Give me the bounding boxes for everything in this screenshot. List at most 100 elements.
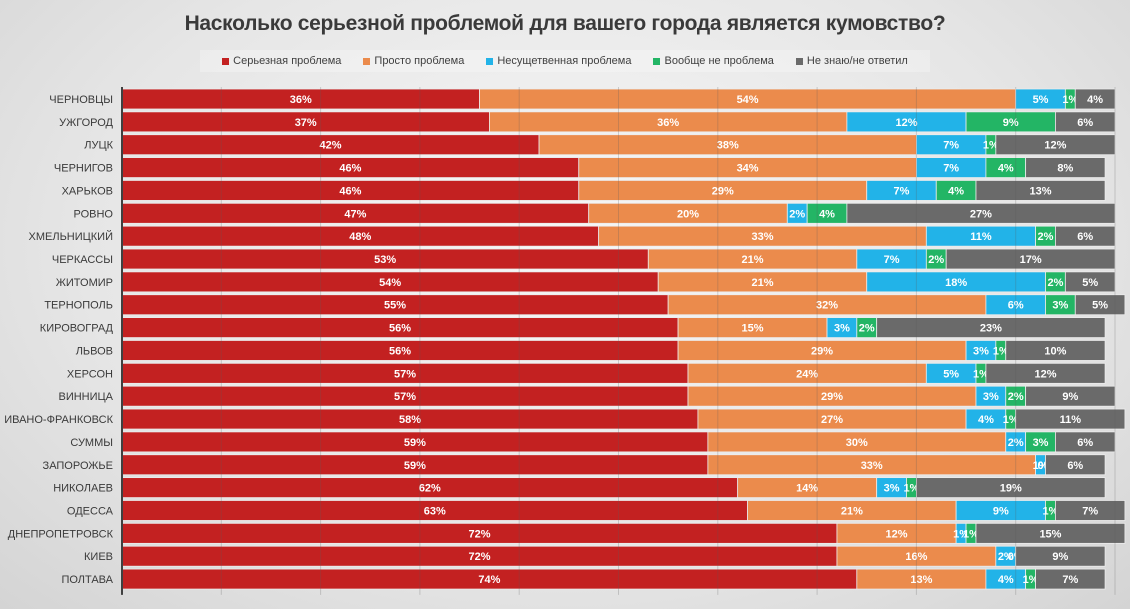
data-label: 33% <box>751 231 773 243</box>
data-label: 15% <box>1039 528 1061 540</box>
data-label: 72% <box>468 551 490 563</box>
data-label: 5% <box>943 368 959 380</box>
category-label: ЧЕРКАССЫ <box>52 254 113 266</box>
category-label: ХАРЬКОВ <box>62 185 113 197</box>
stacked-bar-chart: ЧЕРНОВЦЫ36%54%5%1%4%УЖГОРОД37%36%12%9%6%… <box>0 0 1130 609</box>
data-label: 54% <box>379 277 401 289</box>
data-label: 4% <box>978 414 994 426</box>
category-label: ЧЕРНИГОВ <box>54 163 113 175</box>
data-label: 54% <box>737 94 759 106</box>
category-label: УЖГОРОД <box>59 117 113 129</box>
data-label: 21% <box>841 505 863 517</box>
data-label: 7% <box>884 254 900 266</box>
category-label: ЗАПОРОЖЬЕ <box>43 460 113 472</box>
category-label: ЛУЦК <box>84 140 113 152</box>
data-label: 13% <box>1030 185 1052 197</box>
data-label: 3% <box>973 345 989 357</box>
data-label: 34% <box>737 163 759 175</box>
data-label: 72% <box>468 528 490 540</box>
data-label: 9% <box>1003 117 1019 129</box>
data-label: 6% <box>1077 117 1093 129</box>
category-label: ИВАНО-ФРАНКОВСК <box>4 414 113 426</box>
category-label: ПОЛТАВА <box>61 574 113 586</box>
data-label: 4% <box>819 208 835 220</box>
data-label: 27% <box>821 414 843 426</box>
category-label: ТЕРНОПОЛЬ <box>44 300 113 312</box>
data-label: 37% <box>295 117 317 129</box>
data-label: 33% <box>861 460 883 472</box>
data-label: 5% <box>1082 277 1098 289</box>
data-label: 11% <box>970 231 992 243</box>
data-label: 23% <box>980 323 1002 335</box>
data-label: 10% <box>1044 345 1066 357</box>
data-label: 13% <box>910 574 932 586</box>
data-label: 9% <box>1052 551 1068 563</box>
data-label: 62% <box>419 483 441 495</box>
data-label: 47% <box>344 208 366 220</box>
data-label: 6% <box>1077 437 1093 449</box>
data-label: 58% <box>399 414 421 426</box>
data-label: 12% <box>1044 140 1066 152</box>
category-label: НИКОЛАЕВ <box>53 483 113 495</box>
data-label: 11% <box>1060 414 1082 426</box>
data-label: 36% <box>290 94 312 106</box>
data-label: 12% <box>1034 368 1056 380</box>
data-label: 7% <box>894 185 910 197</box>
data-label: 57% <box>394 368 416 380</box>
category-label: РОВНО <box>74 208 114 220</box>
data-label: 36% <box>657 117 679 129</box>
data-label: 17% <box>1020 254 1042 266</box>
category-label: ХЕРСОН <box>67 368 113 380</box>
data-label: 4% <box>948 185 964 197</box>
data-label: 6% <box>1077 231 1093 243</box>
data-label: 2% <box>1047 277 1063 289</box>
data-label: 20% <box>677 208 699 220</box>
data-label: 24% <box>796 368 818 380</box>
data-label: 3% <box>1052 300 1068 312</box>
data-label: 29% <box>811 345 833 357</box>
category-label: ВИННИЦА <box>58 391 113 403</box>
data-label: 74% <box>478 574 500 586</box>
data-label: 15% <box>742 323 764 335</box>
data-label: 38% <box>717 140 739 152</box>
data-label: 12% <box>886 528 908 540</box>
data-label: 55% <box>384 300 406 312</box>
category-label: КИЕВ <box>84 551 113 563</box>
data-label: 3% <box>983 391 999 403</box>
data-label: 2% <box>859 323 875 335</box>
category-label: ОДЕССА <box>67 505 114 517</box>
data-label: 21% <box>751 277 773 289</box>
data-label: 63% <box>424 505 446 517</box>
data-label: 56% <box>389 323 411 335</box>
data-label: 27% <box>970 208 992 220</box>
category-label: ЖИТОМИР <box>56 277 113 289</box>
data-label: 3% <box>1033 437 1049 449</box>
data-label: 3% <box>884 483 900 495</box>
data-label: 18% <box>945 277 967 289</box>
data-label: 57% <box>394 391 416 403</box>
data-label: 21% <box>742 254 764 266</box>
data-label: 6% <box>1067 460 1083 472</box>
category-label: ХМЕЛЬНИЦКИЙ <box>29 230 113 243</box>
data-label: 48% <box>349 231 371 243</box>
data-label: 4% <box>1087 94 1103 106</box>
data-label: 4% <box>998 574 1014 586</box>
data-label: 46% <box>339 185 361 197</box>
data-label: 29% <box>712 185 734 197</box>
data-label: 2% <box>928 254 944 266</box>
data-label: 9% <box>1062 391 1078 403</box>
data-label: 8% <box>1057 163 1073 175</box>
data-label: 59% <box>404 460 426 472</box>
data-label: 5% <box>1092 300 1108 312</box>
data-label: 7% <box>1062 574 1078 586</box>
data-label: 4% <box>998 163 1014 175</box>
data-label: 32% <box>816 300 838 312</box>
data-label: 5% <box>1033 94 1049 106</box>
data-label: 19% <box>1000 483 1022 495</box>
data-label: 46% <box>339 163 361 175</box>
data-label: 7% <box>1082 505 1098 517</box>
data-label: 59% <box>404 437 426 449</box>
data-label: 30% <box>846 437 868 449</box>
category-label: ДНЕПРОПЕТРОВСК <box>8 528 114 540</box>
data-label: 2% <box>789 208 805 220</box>
